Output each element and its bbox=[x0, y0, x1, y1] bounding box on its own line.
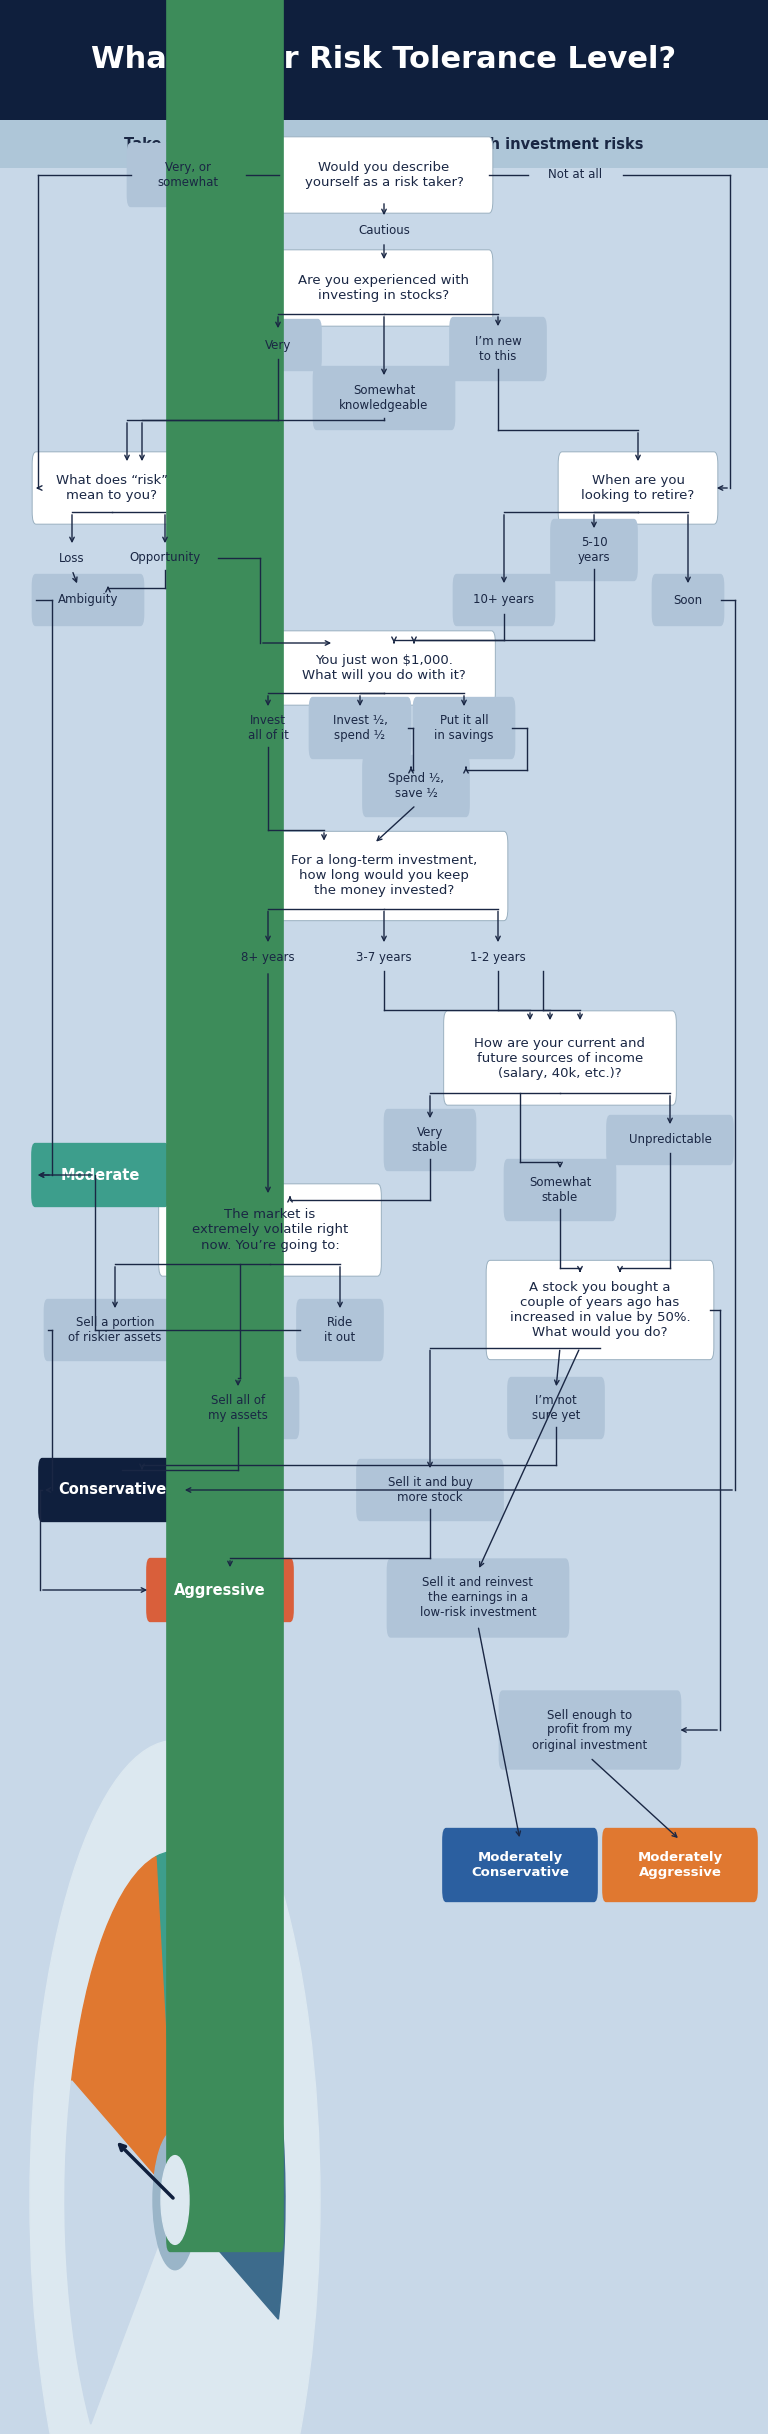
FancyBboxPatch shape bbox=[452, 574, 555, 626]
Text: How are your current and
future sources of income
(salary, 40k, etc.)?: How are your current and future sources … bbox=[475, 1037, 645, 1081]
Circle shape bbox=[161, 2157, 189, 2244]
FancyBboxPatch shape bbox=[507, 1378, 605, 1438]
FancyBboxPatch shape bbox=[234, 319, 322, 370]
FancyBboxPatch shape bbox=[504, 1159, 617, 1222]
Text: Sell enough to
profit from my
original investment: Sell enough to profit from my original i… bbox=[532, 1709, 647, 1752]
FancyBboxPatch shape bbox=[0, 0, 768, 119]
FancyBboxPatch shape bbox=[177, 1378, 300, 1438]
Text: 10+ years: 10+ years bbox=[473, 594, 535, 606]
Text: Unpredictable: Unpredictable bbox=[628, 1134, 711, 1146]
FancyBboxPatch shape bbox=[558, 453, 718, 523]
FancyBboxPatch shape bbox=[602, 1828, 758, 1901]
FancyBboxPatch shape bbox=[260, 832, 508, 920]
FancyBboxPatch shape bbox=[313, 365, 455, 431]
FancyBboxPatch shape bbox=[412, 696, 515, 759]
FancyBboxPatch shape bbox=[386, 1558, 569, 1638]
Text: Not at all: Not at all bbox=[548, 168, 602, 183]
Text: You just won $1,000.
What will you do with it?: You just won $1,000. What will you do wi… bbox=[302, 655, 466, 682]
Text: Moderately
Conservative: Moderately Conservative bbox=[471, 1850, 569, 1879]
Text: A stock you bought a
couple of years ago has
increased in value by 50%.
What wou: A stock you bought a couple of years ago… bbox=[510, 1280, 690, 1339]
Text: Cautious: Cautious bbox=[358, 224, 410, 236]
Text: Invest ½,
spend ½: Invest ½, spend ½ bbox=[333, 713, 387, 742]
Text: For a long-term investment,
how long would you keep
the money invested?: For a long-term investment, how long wou… bbox=[291, 854, 477, 898]
Text: Loss: Loss bbox=[59, 553, 84, 565]
Text: 8+ years: 8+ years bbox=[241, 952, 295, 964]
FancyBboxPatch shape bbox=[652, 574, 724, 626]
FancyBboxPatch shape bbox=[159, 1183, 382, 1275]
Text: Very, or
somewhat: Very, or somewhat bbox=[157, 161, 219, 190]
FancyBboxPatch shape bbox=[498, 1689, 681, 1770]
Text: When are you
looking to retire?: When are you looking to retire? bbox=[581, 475, 694, 501]
Text: Sell all of
my assets: Sell all of my assets bbox=[208, 1395, 268, 1421]
Text: Would you describe
yourself as a risk taker?: Would you describe yourself as a risk ta… bbox=[305, 161, 463, 190]
FancyBboxPatch shape bbox=[356, 1458, 504, 1521]
Wedge shape bbox=[65, 2081, 175, 2424]
Text: Moderate: Moderate bbox=[61, 1168, 140, 1183]
FancyBboxPatch shape bbox=[127, 144, 250, 207]
FancyBboxPatch shape bbox=[275, 136, 493, 214]
Text: Sell it and buy
more stock: Sell it and buy more stock bbox=[388, 1475, 472, 1504]
FancyBboxPatch shape bbox=[146, 1558, 294, 1621]
FancyBboxPatch shape bbox=[384, 1110, 476, 1171]
Text: Moderately
Aggressive: Moderately Aggressive bbox=[637, 1850, 723, 1879]
FancyBboxPatch shape bbox=[31, 574, 144, 626]
FancyBboxPatch shape bbox=[309, 696, 412, 759]
Text: Very
stable: Very stable bbox=[412, 1127, 448, 1154]
FancyBboxPatch shape bbox=[273, 630, 495, 706]
Text: I’m not
sure yet: I’m not sure yet bbox=[531, 1395, 580, 1421]
Circle shape bbox=[30, 1740, 320, 2434]
Text: Put it all
in savings: Put it all in savings bbox=[434, 713, 494, 742]
FancyBboxPatch shape bbox=[166, 0, 284, 2251]
Text: What does “risk”
mean to you?: What does “risk” mean to you? bbox=[56, 475, 168, 501]
Text: Aggressive: Aggressive bbox=[174, 1582, 266, 1597]
FancyBboxPatch shape bbox=[550, 518, 638, 582]
Text: The market is
extremely volatile right
now. You’re going to:: The market is extremely volatile right n… bbox=[192, 1210, 348, 1251]
Text: Are you experienced with
investing in stocks?: Are you experienced with investing in st… bbox=[299, 275, 469, 302]
FancyBboxPatch shape bbox=[486, 1261, 713, 1361]
FancyBboxPatch shape bbox=[362, 755, 470, 818]
Text: 3-7 years: 3-7 years bbox=[356, 952, 412, 964]
FancyBboxPatch shape bbox=[0, 119, 768, 168]
Circle shape bbox=[153, 2130, 197, 2271]
Text: I’m new
to this: I’m new to this bbox=[475, 336, 521, 363]
Text: 5-10
years: 5-10 years bbox=[578, 535, 611, 565]
Text: Somewhat
stable: Somewhat stable bbox=[529, 1176, 591, 1205]
FancyBboxPatch shape bbox=[31, 1144, 169, 1207]
FancyBboxPatch shape bbox=[275, 251, 493, 326]
FancyBboxPatch shape bbox=[444, 1010, 677, 1105]
FancyBboxPatch shape bbox=[442, 1828, 598, 1901]
Text: Sell a portion
of riskier assets: Sell a portion of riskier assets bbox=[68, 1317, 162, 1344]
Text: Invest
all of it: Invest all of it bbox=[247, 713, 289, 742]
Text: Spend ½,
save ½: Spend ½, save ½ bbox=[388, 772, 444, 801]
Text: Very: Very bbox=[265, 338, 291, 350]
Text: Ambiguity: Ambiguity bbox=[58, 594, 118, 606]
FancyBboxPatch shape bbox=[606, 1115, 734, 1166]
FancyBboxPatch shape bbox=[44, 1300, 187, 1361]
Text: Ride
it out: Ride it out bbox=[324, 1317, 356, 1344]
Text: Somewhat
knowledgeable: Somewhat knowledgeable bbox=[339, 385, 429, 411]
Wedge shape bbox=[175, 1976, 285, 2320]
FancyBboxPatch shape bbox=[32, 453, 192, 523]
Wedge shape bbox=[156, 1852, 260, 2200]
FancyBboxPatch shape bbox=[38, 1458, 186, 1521]
FancyBboxPatch shape bbox=[296, 1300, 384, 1361]
Text: Soon: Soon bbox=[674, 594, 703, 606]
Text: What’s Your Risk Tolerance Level?: What’s Your Risk Tolerance Level? bbox=[91, 46, 677, 75]
Text: Take the quiz to determine your comfort with investment risks: Take the quiz to determine your comfort … bbox=[124, 136, 644, 151]
Text: 1-2 years: 1-2 years bbox=[470, 952, 526, 964]
Text: Sell it and reinvest
the earnings in a
low-risk investment: Sell it and reinvest the earnings in a l… bbox=[419, 1577, 536, 1619]
Wedge shape bbox=[71, 1857, 175, 2200]
FancyBboxPatch shape bbox=[449, 316, 547, 382]
Text: Conservative: Conservative bbox=[58, 1482, 166, 1497]
Text: Opportunity: Opportunity bbox=[129, 553, 200, 565]
